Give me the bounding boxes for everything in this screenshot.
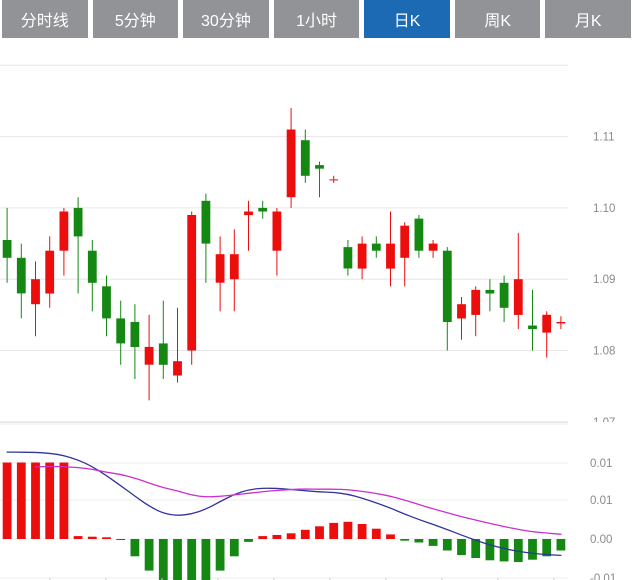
svg-text:-0.01: -0.01 <box>590 573 616 580</box>
svg-text:1.11: 1.11 <box>593 132 615 144</box>
svg-text:1.08: 1.08 <box>593 346 615 358</box>
svg-text:1.10: 1.10 <box>593 203 615 215</box>
svg-text:0.01: 0.01 <box>590 458 612 470</box>
svg-text:0.00: 0.00 <box>590 534 612 546</box>
svg-text:0.01: 0.01 <box>590 495 612 507</box>
svg-text:1.09: 1.09 <box>593 274 615 286</box>
